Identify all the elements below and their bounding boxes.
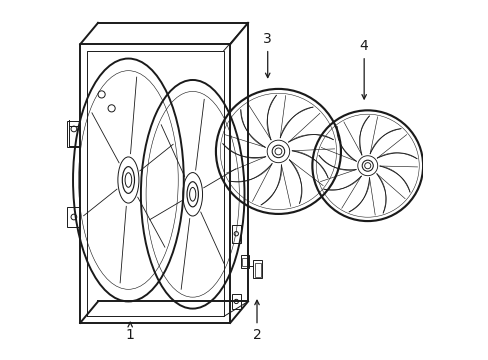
Text: 2: 2 <box>252 300 261 342</box>
Text: 1: 1 <box>125 322 134 342</box>
Text: 4: 4 <box>359 39 368 99</box>
Text: 3: 3 <box>263 32 271 78</box>
